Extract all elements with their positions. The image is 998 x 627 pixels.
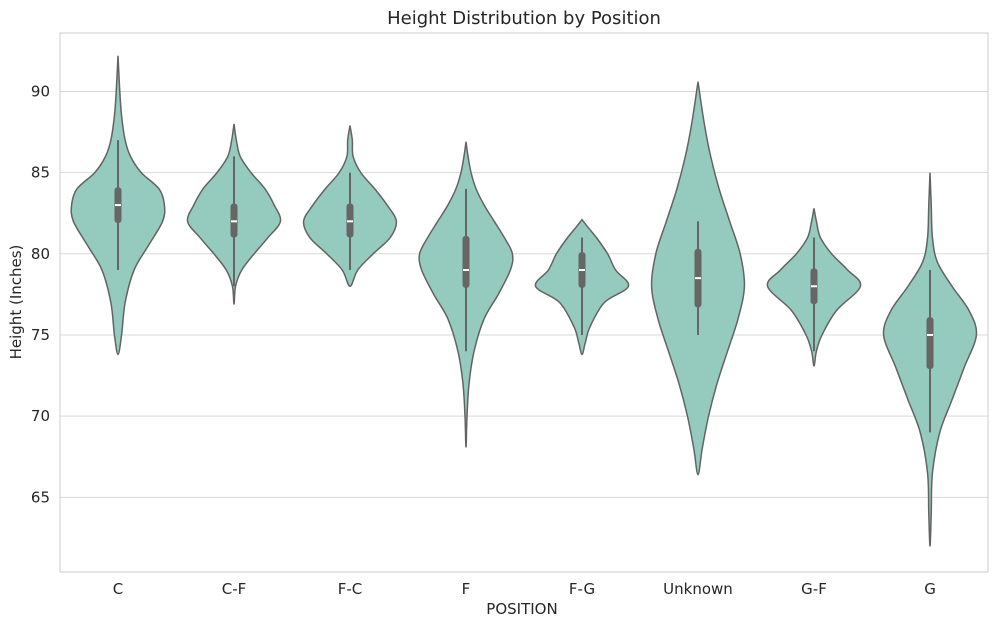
- y-tick-label: 75: [31, 326, 50, 344]
- violin-C: [70, 55, 166, 356]
- iqr-box: [462, 235, 470, 288]
- x-tick-label: C: [113, 580, 123, 598]
- y-tick-label: 65: [31, 488, 50, 506]
- plot-background: [60, 33, 988, 572]
- violin-F-G: [534, 218, 630, 356]
- y-tick-label: 70: [31, 407, 50, 425]
- x-tick-label: G: [924, 580, 936, 598]
- violin-G-F: [766, 208, 862, 367]
- plot-frame: [59, 32, 989, 573]
- y-tick-label: 80: [31, 245, 50, 263]
- x-tick-label: F: [462, 580, 471, 598]
- x-tick-label: C-F: [222, 580, 247, 598]
- y-tick-label: 90: [31, 82, 50, 100]
- violin-F-C: [302, 125, 398, 288]
- y-axis-ticks: 65 70 75 80 85 90: [31, 82, 50, 506]
- violin-Unknown: [650, 81, 746, 476]
- x-tick-label: G-F: [801, 580, 827, 598]
- violin-F: [418, 141, 514, 448]
- x-axis-ticks: C C-F F-C F F-G Unknown G-F G: [113, 580, 936, 598]
- y-tick-label: 85: [31, 164, 50, 182]
- x-tick-label: F-G: [569, 580, 595, 598]
- iqr-box: [926, 317, 934, 370]
- violin-G: [882, 172, 978, 547]
- violins: [70, 55, 978, 547]
- chart-title: Height Distribution by Position: [387, 8, 661, 29]
- x-tick-label: F-C: [338, 580, 363, 598]
- y-axis-label: Height (Inches): [7, 245, 25, 360]
- violin-C-F: [186, 123, 282, 305]
- x-axis-label: POSITION: [486, 600, 557, 618]
- x-tick-label: Unknown: [663, 580, 733, 598]
